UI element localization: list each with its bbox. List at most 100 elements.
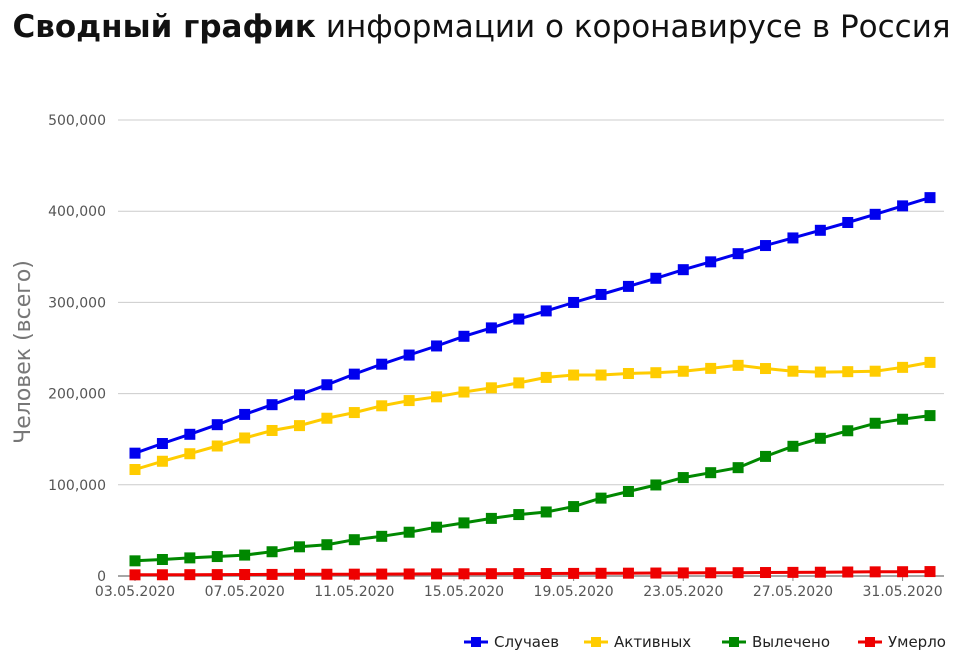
x-tick-label: 23.05.2020 xyxy=(643,584,723,600)
y-tick-labels: 0 100,000 200,000 300,000 400,000 500,000 xyxy=(48,113,106,585)
x-tick-labels: 03.05.2020 07.05.2020 11.05.2020 15.05.2020… xyxy=(95,584,943,600)
data-point xyxy=(156,438,168,450)
legend-swatch-marker xyxy=(729,637,739,647)
data-point xyxy=(321,412,333,424)
data-point xyxy=(431,568,443,580)
data-point xyxy=(458,517,470,529)
data-point xyxy=(732,567,744,579)
data-point xyxy=(732,462,744,474)
data-point xyxy=(458,330,470,342)
data-point xyxy=(211,440,223,452)
data-point xyxy=(650,272,662,284)
data-point xyxy=(321,539,333,551)
chart-title-bold: Сводный график xyxy=(12,9,316,45)
series-2 xyxy=(129,410,936,567)
data-point xyxy=(568,369,580,381)
legend-label: Вылечено xyxy=(752,633,830,651)
data-point xyxy=(376,568,388,580)
data-point xyxy=(595,492,607,504)
data-point xyxy=(568,296,580,308)
data-point xyxy=(129,569,141,581)
legend: Случаев Активных Вылечено Умерло xyxy=(464,633,946,651)
x-tick-label: 19.05.2020 xyxy=(534,584,614,600)
series-line xyxy=(135,570,931,577)
data-point xyxy=(650,567,662,579)
data-point xyxy=(266,568,278,580)
data-point xyxy=(211,569,223,581)
data-point xyxy=(622,567,634,579)
data-point xyxy=(184,428,196,440)
data-point xyxy=(266,424,278,436)
data-point xyxy=(705,567,717,579)
series-3 xyxy=(129,566,936,581)
series-line xyxy=(134,196,931,455)
grid-layer xyxy=(118,119,944,581)
data-point xyxy=(540,305,552,317)
data-point xyxy=(705,467,717,479)
legend-label: Умерло xyxy=(888,633,946,651)
data-point xyxy=(924,566,936,578)
legend-item: Вылечено xyxy=(722,633,830,651)
legend-item: Умерло xyxy=(858,633,946,651)
data-point xyxy=(513,377,525,389)
data-point xyxy=(814,224,826,236)
data-point xyxy=(293,568,305,580)
data-point xyxy=(184,552,196,564)
series-1 xyxy=(129,356,936,476)
data-point xyxy=(595,567,607,579)
legend-item: Активных xyxy=(584,633,691,651)
data-point xyxy=(622,368,634,380)
data-point xyxy=(732,248,744,260)
data-point xyxy=(842,566,854,578)
y-tick-label: 400,000 xyxy=(48,204,106,220)
series-0 xyxy=(129,192,936,459)
x-tick-label: 31.05.2020 xyxy=(863,584,943,600)
series-layer xyxy=(129,192,936,581)
data-point xyxy=(156,455,168,467)
legend-swatch-marker xyxy=(591,637,601,647)
x-tick-label: 27.05.2020 xyxy=(753,584,833,600)
data-point xyxy=(403,349,415,361)
data-point xyxy=(293,420,305,432)
data-point xyxy=(376,400,388,412)
data-point xyxy=(376,358,388,370)
x-tick-label: 11.05.2020 xyxy=(314,584,394,600)
data-point xyxy=(897,413,909,425)
y-tick-label: 0 xyxy=(97,569,106,585)
data-point xyxy=(924,356,936,368)
data-point xyxy=(348,368,360,380)
data-point xyxy=(485,568,497,580)
data-point xyxy=(677,567,689,579)
data-point xyxy=(129,447,141,459)
data-point xyxy=(184,569,196,581)
data-point xyxy=(760,567,772,579)
data-point xyxy=(732,359,744,371)
data-point xyxy=(431,340,443,352)
data-point xyxy=(485,322,497,334)
data-point xyxy=(787,440,799,452)
data-point xyxy=(814,432,826,444)
data-point xyxy=(760,240,772,252)
chart-title: Сводный график информации о коронавирусе… xyxy=(0,6,963,48)
legend-swatch-marker xyxy=(865,637,875,647)
legend-swatch-marker xyxy=(471,637,481,647)
data-point xyxy=(760,363,772,375)
data-point xyxy=(348,568,360,580)
data-point xyxy=(485,382,497,394)
data-point xyxy=(897,566,909,578)
data-point xyxy=(924,192,936,204)
data-point xyxy=(595,369,607,381)
data-point xyxy=(293,541,305,553)
y-tick-label: 200,000 xyxy=(48,387,106,403)
y-tick-label: 300,000 xyxy=(48,295,106,311)
data-point xyxy=(431,391,443,403)
data-point xyxy=(677,472,689,484)
data-point xyxy=(787,365,799,377)
data-point xyxy=(650,479,662,491)
data-point xyxy=(540,568,552,580)
data-point xyxy=(677,365,689,377)
data-point xyxy=(568,501,580,513)
data-point xyxy=(814,566,826,578)
legend-item: Случаев xyxy=(464,633,559,651)
data-point xyxy=(156,553,168,565)
